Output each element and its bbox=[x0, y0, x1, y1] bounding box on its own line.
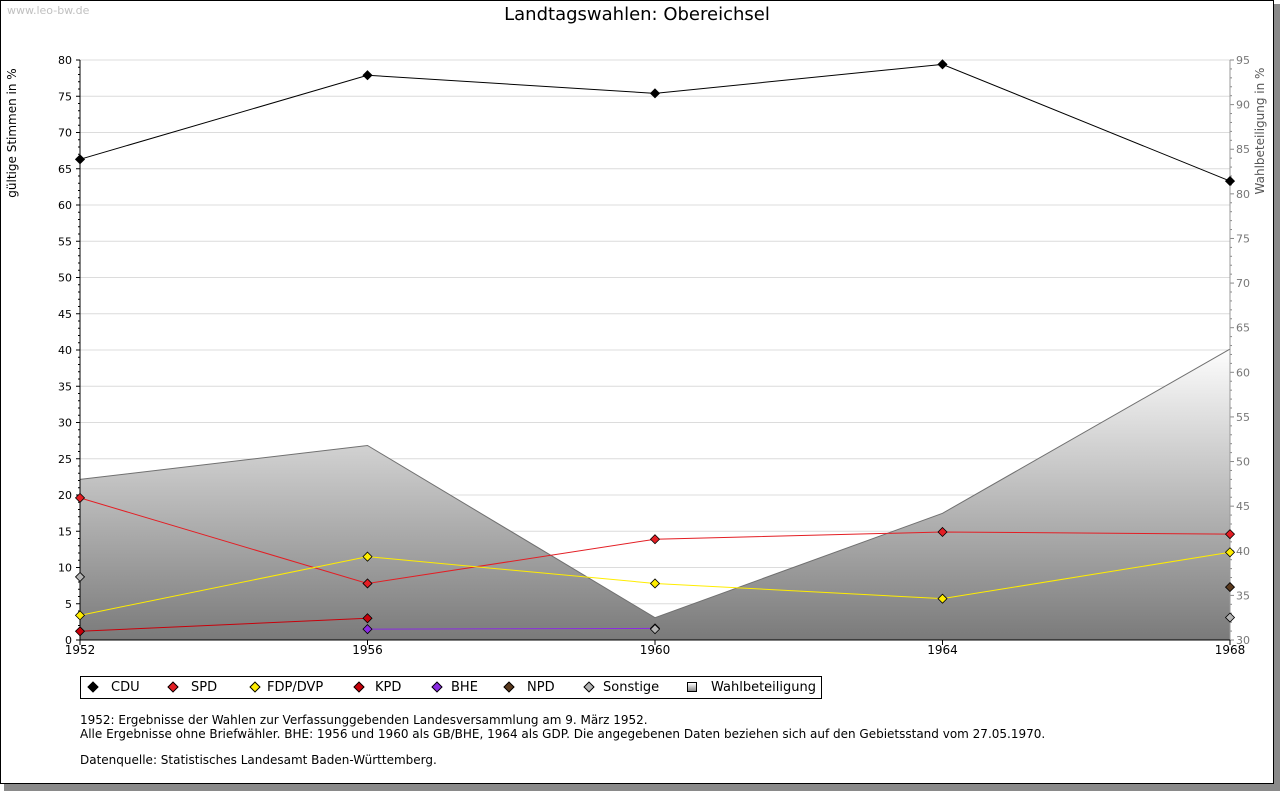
legend-diamond-icon bbox=[249, 681, 261, 693]
legend-diamond-icon bbox=[353, 681, 365, 693]
turnout-line bbox=[79, 348, 1231, 619]
point-kpd-1956 bbox=[362, 613, 373, 624]
point-sonstige-1960 bbox=[649, 624, 661, 635]
series-line-kpd bbox=[79, 617, 368, 632]
legend-label: SPD bbox=[191, 680, 218, 695]
y2-tick-label-50: 50 bbox=[1236, 456, 1250, 469]
point-fdp-dvp-1952 bbox=[74, 610, 86, 621]
legend-diamond-icon bbox=[431, 681, 443, 693]
series-points bbox=[74, 59, 1236, 637]
legend-diamond-icon bbox=[87, 681, 99, 693]
y2-tick-label-70: 70 bbox=[1236, 277, 1250, 290]
legend-label: Wahlbeteiligung bbox=[711, 680, 817, 695]
point-bhe-1956 bbox=[362, 624, 373, 635]
y-tick-label-15: 15 bbox=[58, 525, 72, 538]
y2-tick-label-30: 30 bbox=[1236, 634, 1250, 647]
y2-tick-label-45: 45 bbox=[1236, 500, 1250, 513]
y2-tick-label-65: 65 bbox=[1236, 322, 1250, 335]
chart-title: Landtagswahlen: Obereichsel bbox=[504, 4, 770, 25]
y-tick-label-0: 0 bbox=[65, 634, 72, 647]
legend-label: KPD bbox=[375, 680, 402, 695]
series-line-bhe bbox=[367, 627, 656, 630]
point-sonstige-1952 bbox=[74, 571, 86, 582]
point-cdu-1964 bbox=[937, 59, 948, 70]
y2-tick-label-75: 75 bbox=[1236, 232, 1250, 245]
legend-swatch-icon bbox=[687, 682, 697, 692]
legend-label: BHE bbox=[451, 680, 478, 695]
x-tick-label-1952: 1952 bbox=[65, 643, 96, 657]
y-tick-label-40: 40 bbox=[58, 344, 72, 357]
y-tick-label-60: 60 bbox=[58, 199, 72, 212]
legend-diamond-icon bbox=[583, 681, 595, 693]
legend-label: FDP/DVP bbox=[267, 680, 324, 695]
x-tick-label-1968: 1968 bbox=[1215, 643, 1246, 657]
x-tick-label-1956: 1956 bbox=[352, 643, 383, 657]
point-spd-1964 bbox=[937, 526, 948, 538]
turnout-area-fill bbox=[80, 349, 1230, 640]
point-cdu-1952 bbox=[74, 154, 86, 165]
point-fdp-dvp-1964 bbox=[937, 593, 948, 604]
y-tick-label-10: 10 bbox=[58, 562, 72, 575]
frame-shadow-bottom bbox=[4, 784, 1280, 791]
y2-tick-label-85: 85 bbox=[1236, 143, 1250, 156]
point-fdp-dvp-1956 bbox=[362, 551, 373, 562]
turnout-area bbox=[79, 348, 1231, 640]
y-tick-label-70: 70 bbox=[58, 127, 72, 140]
y-tick-label-5: 5 bbox=[65, 598, 72, 611]
y-tick-label-30: 30 bbox=[58, 417, 72, 430]
y2-tick-label-80: 80 bbox=[1236, 188, 1250, 201]
y-tick-label-50: 50 bbox=[58, 272, 72, 285]
y-tick-label-65: 65 bbox=[58, 163, 72, 176]
point-spd-1968 bbox=[1224, 529, 1236, 540]
footnote-2: Alle Ergebnisse ohne Briefwähler. BHE: 1… bbox=[80, 727, 1046, 741]
legend: CDU SPD FDP/DVP KPD BHE NPD Sonstige Wahlbeteil… bbox=[80, 676, 822, 699]
point-spd-1952 bbox=[74, 492, 86, 503]
legend-diamond-icon bbox=[167, 681, 179, 693]
y-tick-label-25: 25 bbox=[58, 453, 72, 466]
legend-label: CDU bbox=[111, 680, 140, 695]
watermark: www.leo-bw.de bbox=[7, 4, 90, 17]
y2-tick-label-90: 90 bbox=[1236, 99, 1250, 112]
y2-tick-label-60: 60 bbox=[1236, 366, 1250, 379]
y-tick-label-80: 80 bbox=[58, 54, 72, 67]
data-source: Datenquelle: Statistisches Landesamt Bad… bbox=[80, 753, 437, 767]
series-line-cdu bbox=[79, 63, 1231, 182]
axes: 0 5 10 15 20 25 30 35 40 45 50 55 60 65 70 75 80 30 35 40 45… bbox=[58, 54, 1250, 657]
y2-tick-label-55: 55 bbox=[1236, 411, 1250, 424]
point-fdp-dvp-1960 bbox=[649, 578, 661, 589]
point-spd-1960 bbox=[649, 534, 661, 545]
legend-diamond-icon bbox=[503, 681, 515, 693]
point-kpd-1952 bbox=[74, 626, 86, 637]
point-cdu-1968 bbox=[1224, 176, 1236, 187]
point-npd-1968 bbox=[1224, 582, 1236, 593]
y2-tick-label-95: 95 bbox=[1236, 54, 1250, 67]
point-spd-1956 bbox=[362, 578, 373, 589]
y-tick-label-45: 45 bbox=[58, 308, 72, 321]
point-cdu-1960 bbox=[649, 88, 661, 99]
y-tick-label-20: 20 bbox=[58, 489, 72, 502]
x-tick-label-1960: 1960 bbox=[640, 643, 671, 657]
frame-shadow-right bbox=[1274, 4, 1280, 791]
y-tick-label-75: 75 bbox=[58, 90, 72, 103]
footnote-1: 1952: Ergebnisse der Wahlen zur Verfassu… bbox=[80, 713, 648, 727]
y-tick-label-35: 35 bbox=[58, 380, 72, 393]
point-cdu-1956 bbox=[362, 70, 373, 81]
legend-label: Sonstige bbox=[603, 680, 660, 695]
x-tick-label-1964: 1964 bbox=[927, 643, 958, 657]
point-sonstige-1968 bbox=[1224, 612, 1236, 623]
point-fdp-dvp-1968 bbox=[1224, 547, 1236, 558]
legend-label: NPD bbox=[527, 680, 555, 695]
y2-tick-label-35: 35 bbox=[1236, 589, 1250, 602]
y2-tick-label-40: 40 bbox=[1236, 545, 1250, 558]
y-tick-label-55: 55 bbox=[58, 235, 72, 248]
